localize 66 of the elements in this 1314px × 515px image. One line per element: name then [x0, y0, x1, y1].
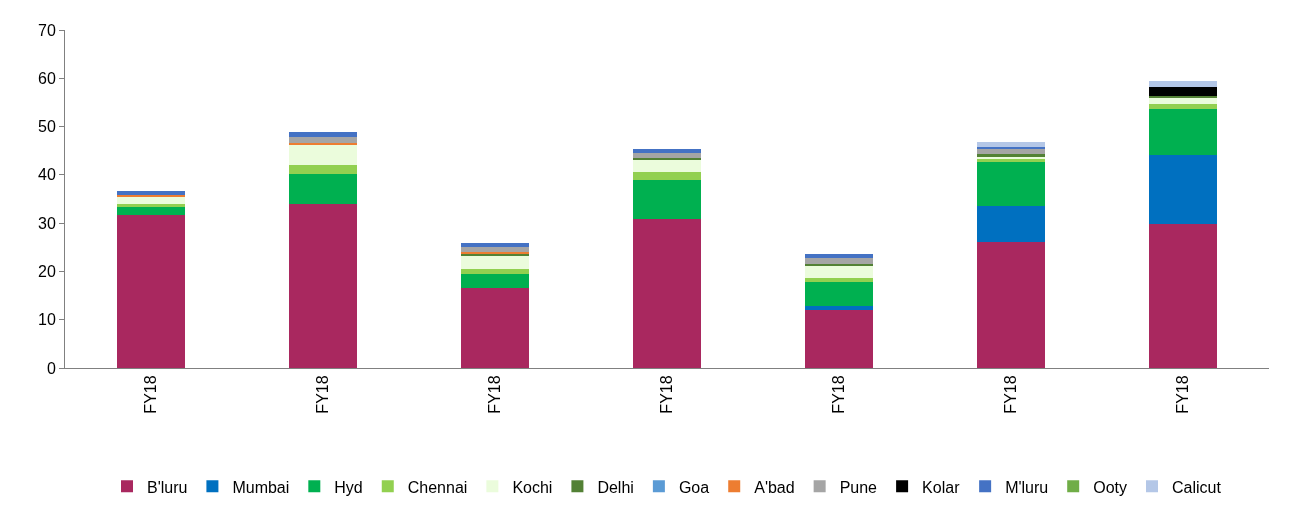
- y-tick-label: 20: [38, 263, 56, 281]
- bar: [632, 219, 702, 368]
- bar: [804, 258, 874, 264]
- bar: [1148, 223, 1218, 368]
- bar: [116, 206, 186, 215]
- bar: [288, 174, 358, 205]
- bar: [632, 157, 702, 160]
- bar: [460, 242, 530, 248]
- legend-label: Kochi: [512, 478, 553, 496]
- y-tick-label: 40: [38, 166, 56, 184]
- bar: [804, 265, 874, 279]
- bar: [460, 255, 530, 270]
- bar: [976, 206, 1046, 242]
- legend-label: M'luru: [1005, 478, 1049, 496]
- bar: [288, 145, 358, 165]
- bar: [460, 247, 530, 252]
- legend-label: Delhi: [597, 478, 634, 496]
- bar: [804, 306, 874, 311]
- legend-label: A'bad: [754, 478, 795, 496]
- bar: [116, 214, 186, 368]
- bar: [1148, 87, 1218, 97]
- x-tick-label: FY18: [1174, 375, 1192, 414]
- legend-label: Kolar: [922, 478, 961, 496]
- x-tick-label: FY18: [658, 375, 676, 414]
- bar: [632, 153, 702, 158]
- legend-label: Ooty: [1093, 478, 1127, 496]
- bar: [804, 310, 874, 368]
- x-tick-label: FY18: [486, 375, 504, 414]
- bar: [1148, 81, 1218, 88]
- bar: [1148, 109, 1218, 156]
- x-tick-label: FY18: [314, 375, 332, 414]
- bar: [976, 162, 1046, 207]
- y-tick-label: 10: [38, 311, 56, 329]
- bar: [288, 137, 358, 143]
- bar: [288, 204, 358, 368]
- bar: [804, 281, 874, 307]
- bar: [116, 203, 186, 207]
- legend-label: Chennai: [407, 478, 468, 496]
- x-tick-label: FY18: [1002, 375, 1020, 414]
- bar: [288, 132, 358, 138]
- bar: [804, 278, 874, 282]
- bar: [632, 172, 702, 181]
- bar: [632, 180, 702, 220]
- bar: [1148, 155, 1218, 224]
- y-tick-label: 0: [46, 359, 56, 377]
- bar: [116, 190, 186, 195]
- bar: [288, 164, 358, 175]
- legend-label: Pune: [839, 478, 878, 496]
- legend-label: B'luru: [147, 478, 188, 496]
- bar: [632, 148, 702, 154]
- legend-label: Calicut: [1171, 478, 1222, 496]
- legend-label: Mumbai: [232, 478, 290, 496]
- bar: [976, 241, 1046, 368]
- bar: [460, 269, 530, 274]
- bar: [460, 273, 530, 288]
- bar: [460, 287, 530, 368]
- y-tick-label: 30: [38, 214, 56, 232]
- x-tick-label: FY18: [142, 375, 160, 414]
- x-tick-label: FY18: [830, 375, 848, 414]
- y-tick-label: 60: [38, 69, 56, 87]
- legend-label: Goa: [678, 478, 710, 496]
- bar: [1148, 104, 1218, 110]
- y-tick-label: 50: [38, 118, 56, 136]
- bar: [632, 159, 702, 173]
- legend-label: Hyd: [334, 478, 363, 496]
- y-tick-label: 70: [38, 21, 56, 39]
